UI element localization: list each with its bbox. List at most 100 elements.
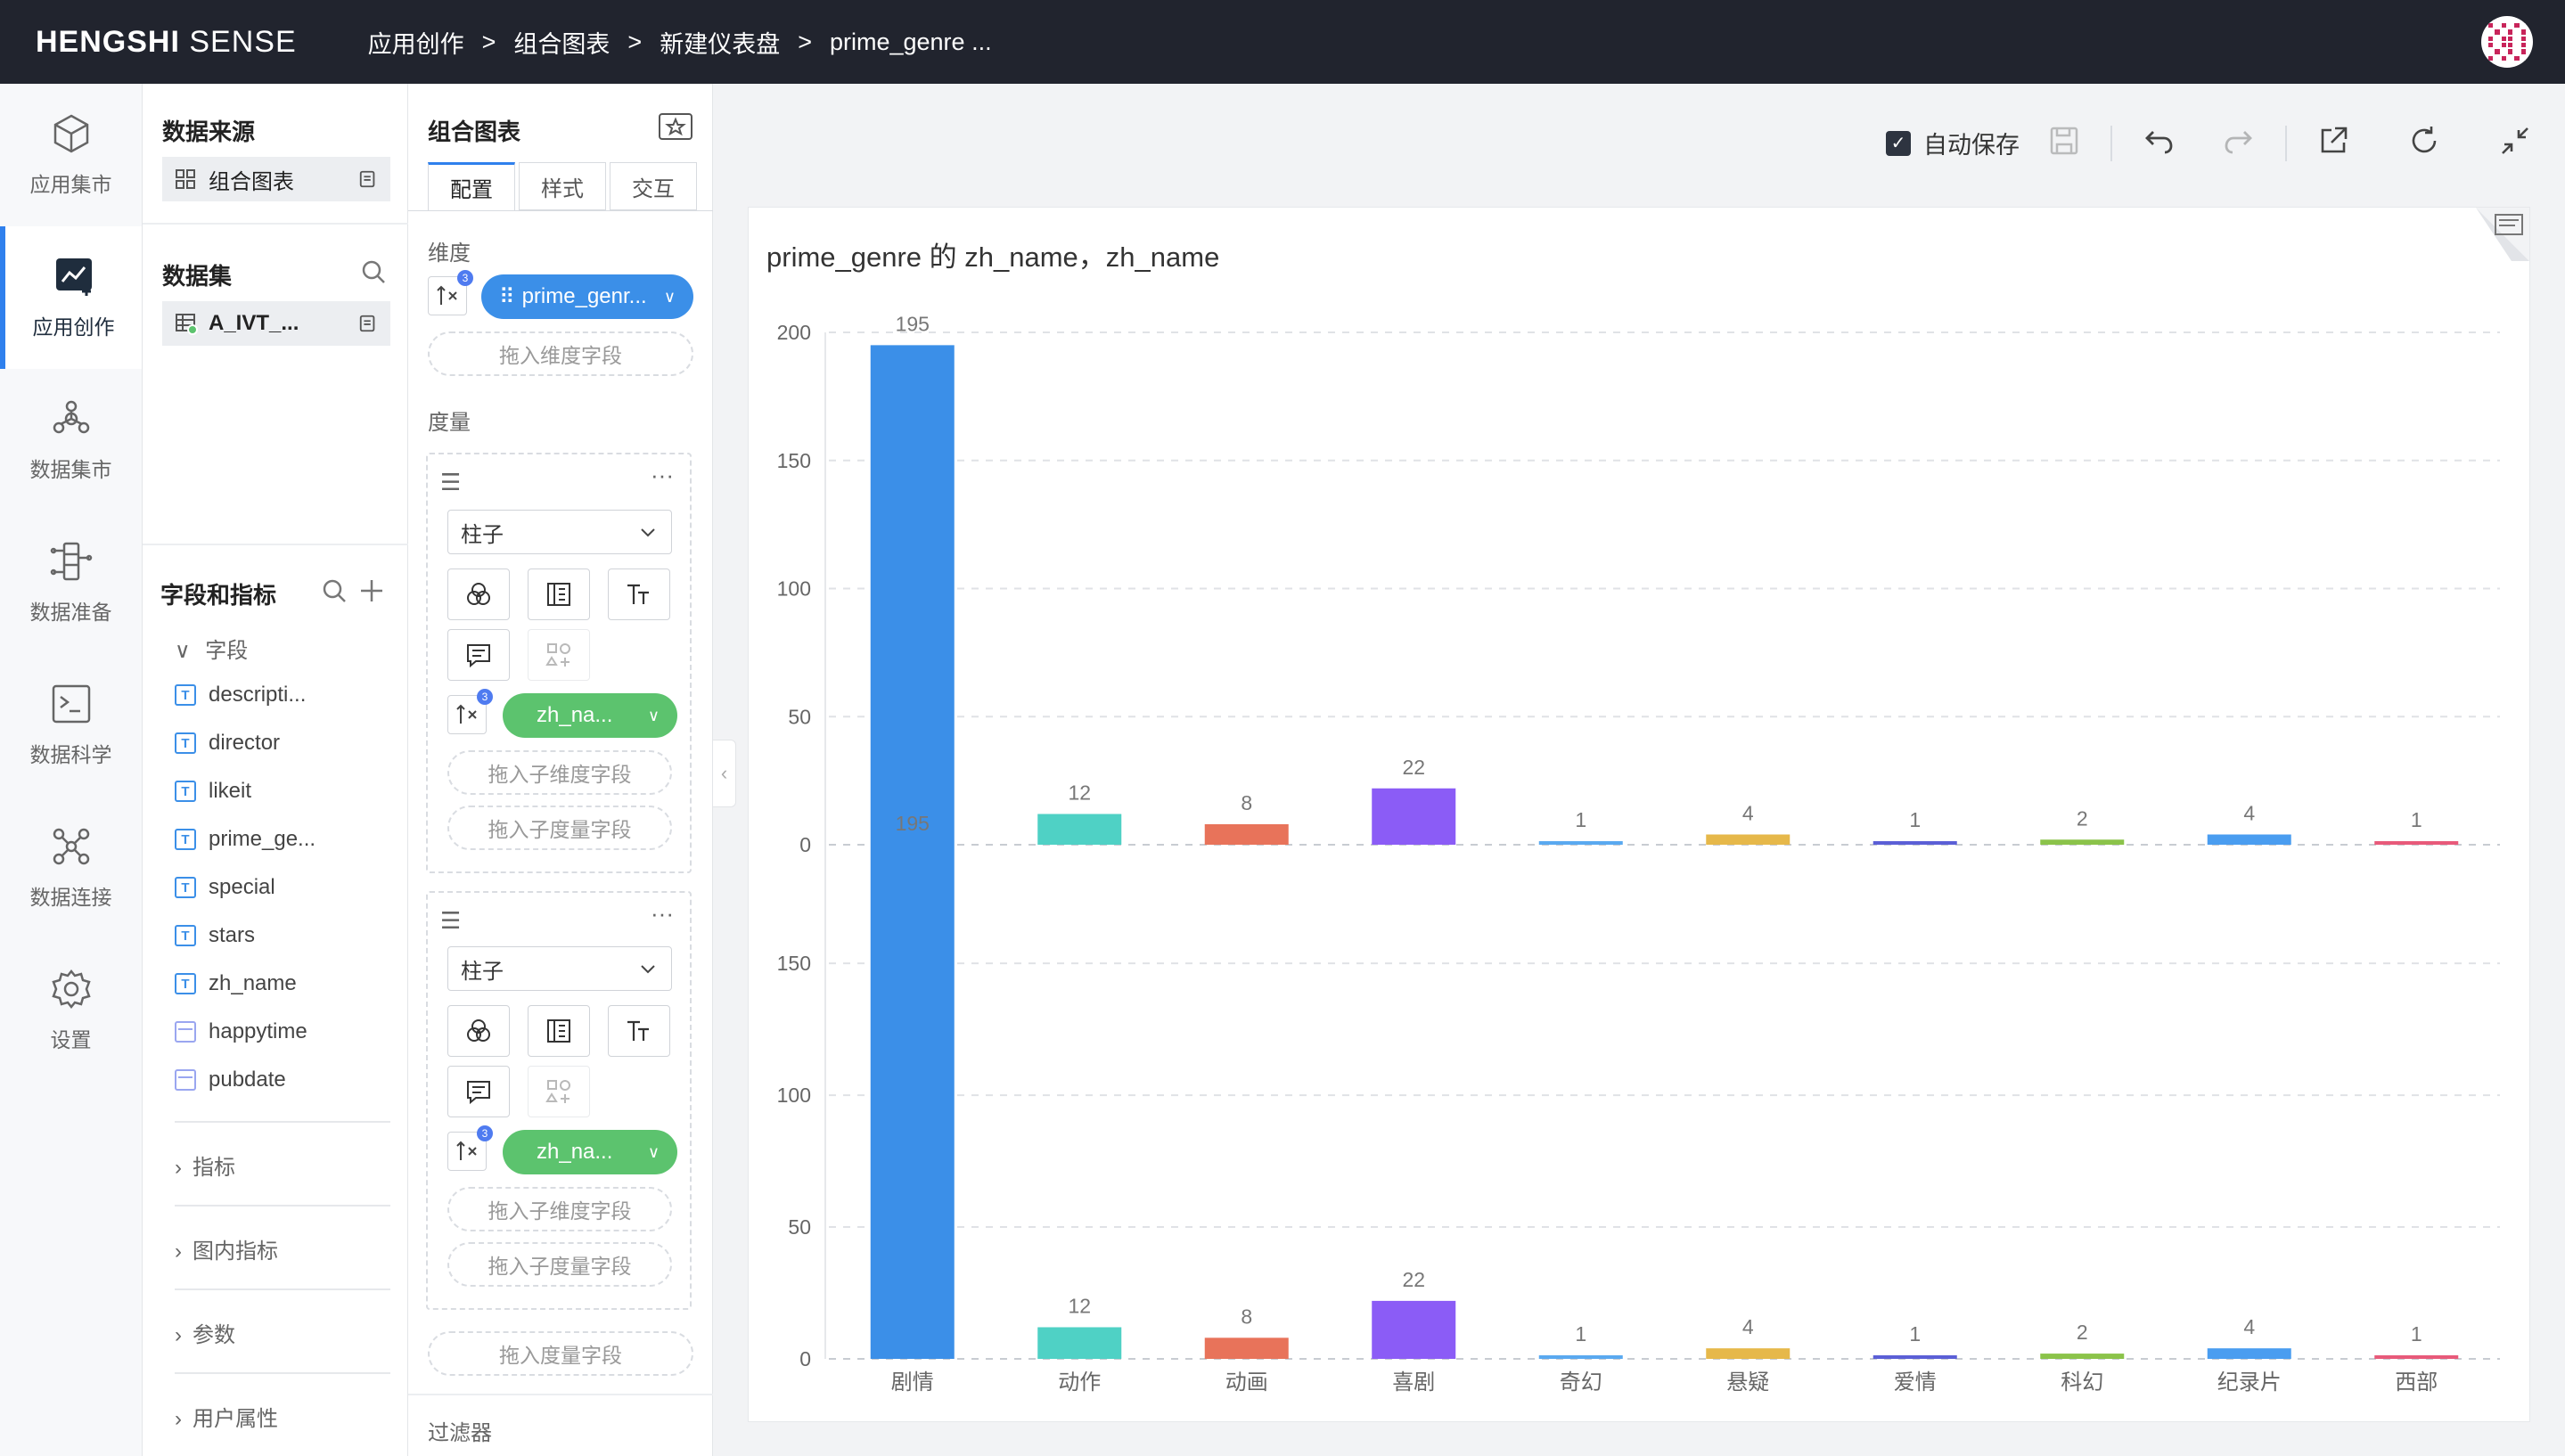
exit-fullscreen-button[interactable] [2497,123,2533,163]
bar [1706,1348,1791,1359]
filter-label: 过滤器 [428,1421,492,1445]
copy-icon[interactable] [358,314,378,333]
breadcrumb-item-dashboard[interactable]: 新建仪表盘 [660,30,781,58]
more-icon[interactable]: ··· [651,462,674,488]
star-box-icon[interactable] [658,112,693,141]
divider [143,544,408,545]
dataset-item[interactable]: A_IVT_... [162,301,390,346]
nav-item-app-market[interactable]: 应用集市 [0,84,142,226]
hamburger-icon[interactable]: ☰ [440,907,462,934]
data-label: 1 [2411,808,2422,831]
color-button[interactable] [447,1005,510,1057]
breadcrumb-item-app-create[interactable]: 应用创作 [367,30,464,58]
drop-measure-zone[interactable]: 拖入度量字段 [428,1331,693,1376]
data-source-item[interactable]: 组合图表 [162,157,390,201]
data-source-name: 组合图表 [209,169,294,194]
breadcrumb-item-chart: prime_genre ... [829,28,992,55]
label-button[interactable] [608,1005,670,1057]
drop-sub-dimension-zone[interactable]: 拖入子维度字段 [447,750,672,795]
field-item[interactable]: pubdate [175,1067,286,1092]
section-chart-metrics[interactable]: › 图内指标 [175,1233,278,1264]
sort-button[interactable]: 3 [428,270,473,315]
nav-item-data-connect[interactable]: 数据连接 [0,797,142,939]
nav-item-app-create[interactable]: 应用创作 [0,226,142,369]
chart-create-icon [55,258,92,296]
sort-button[interactable]: 3 [447,1125,493,1171]
tab-style[interactable]: 样式 [519,162,606,210]
measure-card: ☰ ··· 柱子 3 zh_na... ∨ 拖入子维度字段 拖入子度量字段 [426,453,692,873]
badge: 3 [457,270,473,286]
data-label: 4 [2243,802,2255,825]
logo[interactable]: HENGSHI SENSE [36,24,297,59]
corner-fold-icon[interactable] [2476,208,2529,261]
section-metrics[interactable]: › 指标 [175,1149,235,1181]
chart-type-select[interactable]: 柱子 [447,946,672,991]
shape-button[interactable] [528,1066,590,1117]
tooltip-button[interactable] [447,1066,510,1117]
sort-button[interactable]: 3 [447,689,493,734]
undo-button[interactable] [2141,123,2176,163]
share-button[interactable] [2315,123,2351,163]
collapse-panel-button[interactable]: ‹ [713,740,736,807]
drop-sub-dimension-zone[interactable]: 拖入子维度字段 [447,1187,672,1231]
chevron-left-icon: ‹ [720,762,728,784]
tooltip-button[interactable] [447,629,510,681]
redo-icon [2225,131,2252,154]
search-icon[interactable] [360,258,387,285]
size-button[interactable] [528,1005,590,1057]
fields-section-toggle[interactable]: ∨ 字段 [175,633,248,664]
add-icon[interactable] [358,577,385,604]
refresh-button[interactable] [2406,123,2442,163]
nav-item-data-science[interactable]: 数据科学 [0,654,142,797]
nav-item-data-prep[interactable]: 数据准备 [0,511,142,654]
tab-interaction[interactable]: 交互 [610,162,697,210]
redo-button[interactable] [2221,123,2257,163]
dimension-pill[interactable]: ⠿ prime_genr... ∨ [481,274,693,319]
more-icon[interactable]: ··· [651,900,674,927]
nav-item-settings[interactable]: 设置 [0,939,142,1082]
y-tick-label: 150 [777,449,811,472]
autosave-checkbox[interactable]: ✓ [1886,130,1911,156]
color-button[interactable] [447,568,510,620]
drop-dimension-zone[interactable]: 拖入维度字段 [428,331,693,376]
drop-sub-measure-zone[interactable]: 拖入子度量字段 [447,806,672,850]
section-params[interactable]: › 参数 [175,1317,235,1348]
label-button[interactable] [608,568,670,620]
hamburger-icon[interactable]: ☰ [440,469,462,495]
measure-label: 度量 [428,411,471,435]
field-item[interactable]: happytime [175,1019,307,1044]
y-tick-label: 50 [788,1215,811,1239]
chart-card[interactable]: prime_genre 的 zh_name，zh_name 0 50 100 150 2… [748,207,2530,1422]
section-user-attrs[interactable]: › 用户属性 [175,1401,278,1432]
tab-config[interactable]: 配置 [428,162,515,210]
data-label: 22 [1402,756,1425,779]
chevron-down-icon [641,528,655,537]
bar [1706,834,1791,845]
size-icon [547,1019,570,1043]
size-button[interactable] [528,568,590,620]
breadcrumb-item-combo-chart[interactable]: 组合图表 [513,30,611,58]
save-button[interactable] [2046,123,2082,163]
section-label: 参数 [193,1323,235,1347]
color-circles-icon [467,1019,490,1042]
chart-type-select[interactable]: 柱子 [447,510,672,554]
measure-pill[interactable]: zh_na... ∨ [503,693,677,738]
search-icon[interactable] [321,577,348,604]
measure-pill-label: zh_na... [537,703,613,727]
shape-button[interactable] [528,629,590,681]
nav-label: 应用创作 [32,315,115,339]
copy-icon[interactable] [358,169,378,189]
dimension-pill-label: prime_genr... [521,284,647,308]
drop-sub-measure-zone[interactable]: 拖入子度量字段 [447,1242,672,1287]
left-nav: 应用集市 应用创作 数据集市 数据准备 数据科学 数据连接 设置 [0,84,143,1456]
nav-item-dataset-market[interactable]: 数据集市 [0,369,142,511]
measure-pill[interactable]: zh_na... ∨ [503,1130,677,1174]
avatar[interactable] [2481,16,2533,68]
